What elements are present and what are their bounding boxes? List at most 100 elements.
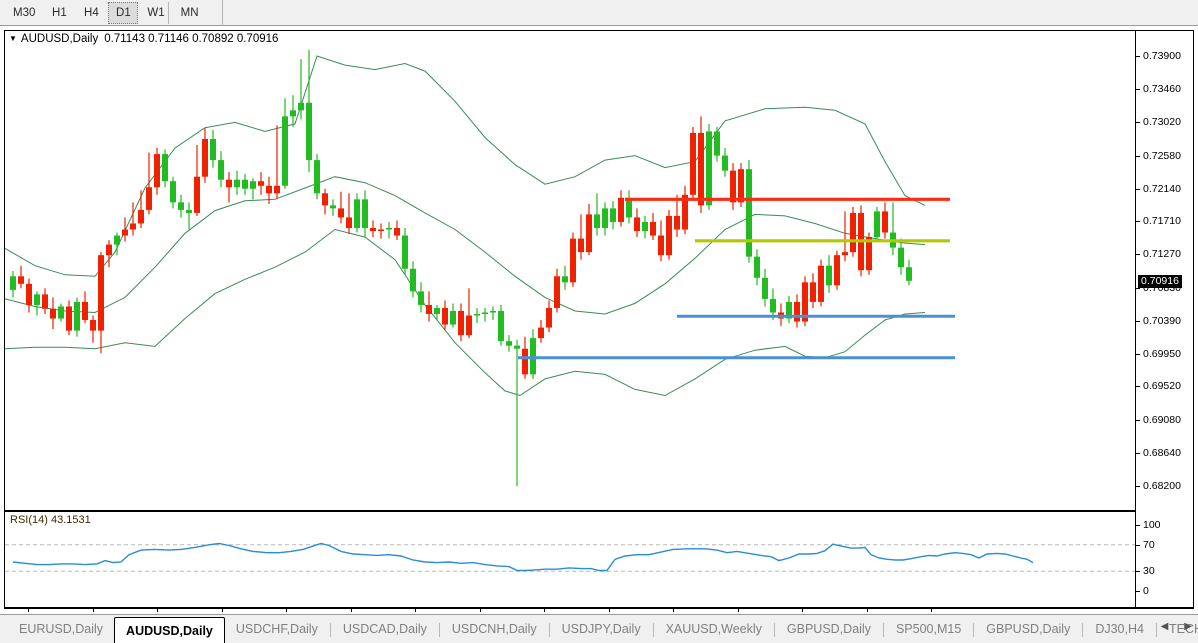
chart-tab-xauusd-weekly[interactable]: XAUUSD,Weekly	[665, 622, 762, 636]
rsi-pane[interactable]: RSI(14) 43.1531	[5, 513, 1135, 607]
chart-tab-audusd-daily[interactable]: AUDUSD,Daily	[114, 617, 225, 643]
price-label: 0.70390	[1143, 314, 1181, 327]
candle-body	[906, 267, 912, 281]
date-tick	[544, 609, 545, 612]
candle-body	[282, 116, 288, 186]
rsi-line	[12, 542, 1034, 572]
candle-body	[706, 131, 712, 206]
candle-body	[266, 185, 272, 194]
candle-body	[98, 255, 104, 331]
candle-body	[754, 256, 760, 278]
candle-body	[514, 345, 520, 349]
price-label: 0.69520	[1143, 380, 1181, 393]
price-tick	[1136, 89, 1140, 91]
rsi-chart-svg	[5, 542, 1135, 572]
candle-body	[314, 160, 320, 194]
chart-tab-strip: EURUSD,Daily AUDUSD,Daily USDCHF,Daily USDC…	[0, 614, 1198, 643]
candle-body	[650, 221, 656, 236]
candle-body	[866, 237, 872, 271]
candle-body	[786, 301, 792, 319]
candle-body	[586, 214, 592, 253]
scroll-right-icon[interactable]: ▶	[1184, 621, 1192, 632]
candle-body	[826, 265, 832, 286]
candle-body	[570, 238, 576, 283]
timeframe-button-mn[interactable]: MN	[180, 7, 199, 19]
price-tick	[1136, 188, 1140, 190]
tab-separator	[773, 623, 775, 637]
date-tick	[479, 609, 481, 612]
date-tick	[221, 609, 223, 612]
candle-body	[642, 221, 648, 232]
tab-separator	[438, 623, 440, 637]
chart-tab-usdcnh-daily[interactable]: USDCNH,Daily	[451, 622, 537, 636]
timeframe-button-w1[interactable]: W1	[147, 7, 165, 19]
chart-tab-dj30-h4[interactable]: DJ30,H4	[1095, 622, 1144, 636]
price-tick	[1136, 221, 1140, 223]
rsi-tick	[1136, 591, 1140, 592]
price-tick	[1136, 486, 1140, 487]
candle-body	[226, 179, 232, 188]
chart-tab-gbpusd-daily[interactable]: GBPUSD,Daily	[786, 622, 871, 636]
candle-body	[154, 154, 160, 188]
rsi-tick	[1136, 571, 1140, 573]
candle-body	[18, 276, 24, 284]
timeframe-button-m30[interactable]: M30	[13, 7, 36, 19]
candle-body	[882, 211, 888, 233]
price-tick	[1136, 452, 1140, 454]
candle-body	[466, 315, 472, 336]
date-tick	[92, 609, 94, 612]
timeframe-button-h1[interactable]: H1	[52, 7, 67, 19]
candle-body	[106, 244, 112, 256]
timeframe-button-group: M30 H1 H4 D1 W1 MN	[6, 1, 208, 25]
candle-body	[530, 338, 536, 375]
candle-body	[42, 294, 48, 309]
chart-tab-gbpusd-daily[interactable]: GBPUSD,Daily	[986, 622, 1071, 636]
candle-body	[850, 212, 856, 253]
candle-body	[138, 209, 144, 224]
candle-body	[34, 294, 40, 305]
candle-body	[842, 252, 848, 256]
chart-tab-usdjpy-daily[interactable]: USDJPY,Daily	[561, 622, 641, 636]
candle-body	[274, 185, 280, 194]
candle-body	[434, 307, 440, 314]
candle-body	[202, 138, 208, 177]
candle-body	[554, 276, 560, 308]
price-pane[interactable]	[5, 47, 1135, 510]
candle-body	[402, 235, 408, 269]
candle-body	[354, 199, 360, 228]
price-label: 0.73460	[1143, 83, 1181, 96]
date-tick	[673, 609, 674, 612]
chart-symbol-label: AUDUSD,Daily	[20, 33, 99, 45]
price-chart-svg	[5, 49, 955, 486]
candle-body	[186, 209, 192, 213]
chart-tab-tech100[interactable]: TECH100,|	[1168, 622, 1198, 636]
chart-ohlc-values: 0.71143 0.71146 0.70892 0.70916	[104, 33, 279, 45]
price-label: 0.73900	[1143, 50, 1181, 62]
price-tick	[1136, 320, 1140, 322]
chart-tab-eurusd-daily[interactable]: EURUSD,Daily	[19, 622, 104, 636]
chart-tab-usdcad-daily[interactable]: USDCAD,Daily	[342, 622, 427, 636]
tab-separator	[1155, 623, 1157, 637]
chart-tab-sp500-m15[interactable]: SP500,M15	[895, 622, 962, 636]
tab-scroll-arrows: ◀ ▶	[1161, 622, 1192, 632]
scroll-left-icon[interactable]: ◀	[1160, 621, 1169, 632]
candle-body	[634, 217, 640, 232]
collapse-chevron-icon[interactable]: ▼	[9, 34, 17, 43]
candle-body	[394, 228, 400, 236]
chart-tab-usdchf-daily[interactable]: USDCHF,Daily	[235, 622, 318, 636]
candle-body	[410, 268, 416, 292]
pane-divider[interactable]	[5, 510, 1135, 512]
timeframe-button-d1[interactable]: D1	[108, 2, 139, 24]
candle-body	[346, 217, 352, 228]
candle-body	[810, 282, 816, 302]
timeframe-button-h4[interactable]: H4	[84, 7, 99, 19]
candle-body	[130, 223, 136, 230]
candle-body	[546, 307, 552, 328]
candle-body	[730, 170, 736, 203]
price-scale[interactable]: 0.73900 0.73460 0.73020 0.72580 0.72140 0.717…	[1135, 31, 1193, 607]
candle-body	[258, 181, 264, 186]
candle-body	[418, 291, 424, 305]
candle-body	[442, 307, 448, 325]
date-tick	[866, 609, 868, 612]
